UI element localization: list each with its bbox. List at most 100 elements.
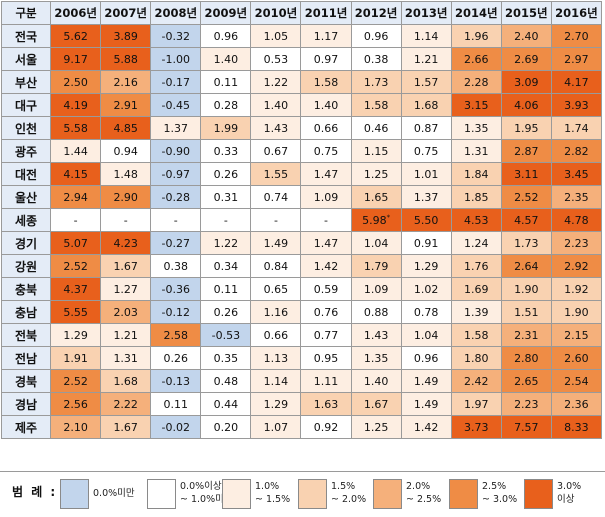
value-text: 2.10 bbox=[63, 420, 88, 434]
value-text: 1.67 bbox=[113, 420, 138, 434]
value-cell: 1.91 bbox=[50, 346, 102, 370]
value-cell: 2.80 bbox=[500, 346, 552, 370]
value-cell: 2.16 bbox=[100, 70, 152, 94]
value-text: 1.27 bbox=[113, 282, 138, 296]
value-text: 0.28 bbox=[213, 98, 239, 112]
value-cell: 0.35 bbox=[200, 346, 252, 370]
table-row: 부산 2.50 2.16 -0.17 0.11 1.22 1.58 1.73 1.57 2.28 3… bbox=[0, 70, 603, 94]
value-cell: 0.11 bbox=[200, 277, 252, 301]
value-cell: -0.28 bbox=[150, 185, 202, 209]
value-cell: 0.92 bbox=[300, 415, 352, 439]
legend-swatch bbox=[60, 479, 89, 509]
value-cell: 1.29 bbox=[250, 392, 302, 416]
value-text: 1.25 bbox=[363, 167, 389, 181]
value-cell: 1.90 bbox=[500, 277, 552, 301]
value-cell: 1.44 bbox=[50, 139, 102, 163]
value-cell: 1.07 bbox=[250, 415, 302, 439]
value-cell: 1.40 bbox=[250, 93, 302, 117]
value-cell: - bbox=[250, 208, 302, 232]
value-cell: 0.75 bbox=[400, 139, 452, 163]
legend-swatch bbox=[298, 479, 327, 509]
value-cell: -0.32 bbox=[150, 24, 202, 48]
value-text: 0.26 bbox=[213, 167, 239, 181]
value-text: -0.45 bbox=[161, 98, 190, 112]
value-cell: 2.90 bbox=[100, 185, 152, 209]
value-text: 2.52 bbox=[63, 259, 88, 273]
value-cell: 5.98* bbox=[350, 208, 402, 232]
value-cell: 0.96 bbox=[350, 24, 402, 48]
value-text: 0.92 bbox=[313, 420, 339, 434]
value-text: 1.29 bbox=[263, 397, 289, 411]
value-cell: 1.43 bbox=[250, 116, 302, 140]
value-text: 1.99 bbox=[213, 121, 239, 135]
value-cell: 0.91 bbox=[400, 231, 452, 255]
value-cell: 3.09 bbox=[500, 70, 552, 94]
value-text: 1.79 bbox=[363, 259, 389, 273]
legend-label-line1: 2.5% bbox=[482, 481, 507, 492]
value-text: 1.76 bbox=[463, 259, 489, 273]
value-text: 2.92 bbox=[564, 259, 589, 273]
legend-label-line2: ~ 2.0% bbox=[331, 494, 367, 505]
value-text: 2.50 bbox=[63, 75, 88, 89]
value-text: -0.17 bbox=[161, 75, 190, 89]
value-cell: 1.80 bbox=[450, 346, 502, 370]
value-cell: 2.69 bbox=[500, 47, 552, 71]
value-cell: 1.16 bbox=[250, 300, 302, 324]
legend-swatch bbox=[373, 479, 402, 509]
value-text: 4.15 bbox=[63, 167, 88, 181]
value-text: 1.37 bbox=[413, 190, 439, 204]
value-cell: 2.54 bbox=[550, 369, 603, 393]
value-text: 1.29 bbox=[413, 259, 439, 273]
value-text: 5.88 bbox=[113, 52, 138, 66]
header-year: 2009년 bbox=[200, 1, 252, 25]
value-text: 1.09 bbox=[313, 190, 339, 204]
value-cell: 0.74 bbox=[250, 185, 302, 209]
value-text: 1.15 bbox=[363, 144, 389, 158]
value-cell: 1.27 bbox=[100, 277, 152, 301]
value-cell: 2.92 bbox=[550, 254, 603, 278]
value-cell: 1.49 bbox=[400, 369, 452, 393]
value-text: 5.07 bbox=[63, 236, 88, 250]
value-text: 1.43 bbox=[363, 328, 389, 342]
value-cell: 1.42 bbox=[400, 415, 452, 439]
table-row: 전국 5.62 3.89 -0.32 0.96 1.05 1.17 0.96 1.14 1.96 2… bbox=[0, 24, 603, 48]
value-text: 1.55 bbox=[263, 167, 289, 181]
value-text: 1.07 bbox=[263, 420, 289, 434]
value-text: 2.22 bbox=[113, 397, 138, 411]
region-label: 경북 bbox=[0, 369, 52, 393]
value-text: 1.68 bbox=[113, 374, 138, 388]
legend-label: 2.0% ~ 2.5% bbox=[406, 480, 441, 506]
value-cell: 0.31 bbox=[200, 185, 252, 209]
value-cell: 1.47 bbox=[300, 162, 352, 186]
value-text: 0.44 bbox=[213, 397, 239, 411]
value-text: - bbox=[223, 213, 228, 227]
value-cell: 0.88 bbox=[350, 300, 402, 324]
value-text: 1.92 bbox=[564, 282, 589, 296]
value-text: 2.54 bbox=[564, 374, 589, 388]
value-cell: 0.66 bbox=[250, 323, 302, 347]
value-text: 1.42 bbox=[313, 259, 339, 273]
value-text: -0.36 bbox=[161, 282, 190, 296]
value-cell: 3.45 bbox=[550, 162, 603, 186]
value-text: 1.16 bbox=[263, 305, 289, 319]
legend-label: 1.0% ~ 1.5% bbox=[255, 480, 290, 506]
value-text: 0.78 bbox=[413, 305, 439, 319]
region-label: 전국 bbox=[0, 24, 52, 48]
legend-label: 3.0% 이상 bbox=[557, 480, 581, 506]
value-cell: 0.20 bbox=[200, 415, 252, 439]
legend-label-line1: 1.5% bbox=[331, 481, 356, 492]
value-cell: - bbox=[100, 208, 152, 232]
value-text: 1.68 bbox=[413, 98, 439, 112]
value-text: 2.91 bbox=[113, 98, 138, 112]
value-text: 2.60 bbox=[564, 351, 589, 365]
region-label: 대전 bbox=[0, 162, 52, 186]
value-cell: 2.94 bbox=[50, 185, 102, 209]
value-text: 0.67 bbox=[263, 144, 289, 158]
header-year: 2014년 bbox=[450, 1, 502, 25]
value-text: 1.51 bbox=[514, 305, 539, 319]
value-text: 4.57 bbox=[514, 213, 539, 227]
value-text: 0.91 bbox=[413, 236, 439, 250]
value-cell: 1.67 bbox=[350, 392, 402, 416]
value-cell: 2.70 bbox=[550, 24, 603, 48]
